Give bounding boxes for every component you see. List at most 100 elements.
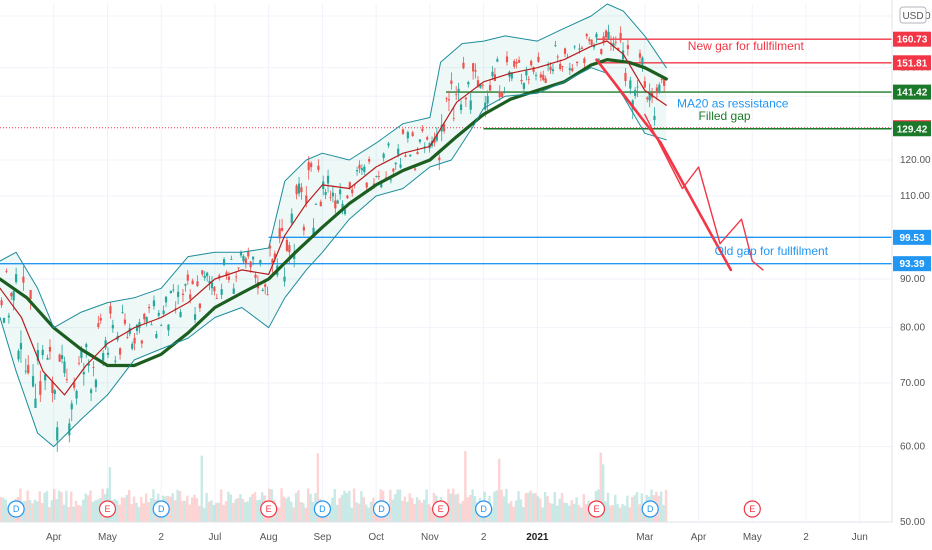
candle-body (348, 182, 351, 188)
candle-body (583, 58, 586, 64)
volume-bar (198, 505, 201, 522)
candle-body (5, 271, 8, 273)
candle-body (551, 69, 555, 72)
volume-bar (74, 500, 78, 522)
candle-body (80, 349, 83, 358)
candle-body (169, 290, 172, 294)
volume-bar (38, 491, 41, 522)
candle-body (503, 91, 506, 92)
volume-bar (618, 507, 622, 522)
candle-body (530, 60, 533, 66)
volume-bar (539, 498, 542, 522)
candle-body (445, 98, 448, 100)
price-label-box (893, 256, 931, 272)
candle-body (106, 352, 110, 355)
volume-bar (84, 493, 87, 522)
x-axis: Apr May 2 Jul Aug Sep Oct Nov 2 2021 Mar Apr May 2 Jun (46, 532, 868, 543)
volume-bar (169, 496, 172, 522)
volume-bar (137, 507, 141, 522)
candle-body (324, 191, 327, 195)
volume-bar (248, 496, 252, 522)
volume-bar (415, 497, 419, 522)
event-label: D (378, 504, 385, 514)
volume-bar (207, 501, 211, 522)
volume-bar (193, 494, 196, 522)
volume-bar (556, 505, 559, 522)
candle-body (341, 203, 344, 211)
candle-body (542, 74, 545, 81)
volume-bar (275, 507, 278, 522)
candle-body (268, 246, 272, 249)
candle-body (334, 200, 337, 209)
candle-body (39, 381, 42, 395)
candle-body (588, 39, 591, 41)
candle-body (317, 165, 320, 170)
volume-bar (459, 503, 462, 522)
volume-bar (599, 452, 602, 522)
x-tick-label: 2 (481, 532, 487, 543)
candle-body (102, 353, 105, 361)
candle-body (19, 343, 23, 350)
volume-bar (217, 502, 220, 522)
candle-body (638, 53, 642, 58)
volume-bar (621, 503, 624, 522)
candle-body (447, 99, 451, 101)
candle-body (457, 88, 460, 92)
price-label: 99.53 (899, 233, 924, 244)
volume-bar (285, 498, 288, 522)
candle-body (365, 182, 368, 188)
candle-body (590, 39, 593, 45)
candle-body (41, 349, 44, 356)
volume-bar (468, 494, 472, 522)
volume-bar (348, 490, 351, 522)
candle-body (302, 226, 305, 231)
candle-body (290, 213, 293, 224)
volume-bar (563, 502, 566, 522)
x-tick-label: Nov (421, 532, 439, 543)
candle-body (97, 323, 100, 327)
volume-bar (427, 504, 431, 522)
x-tick-label: Apr (46, 532, 62, 543)
candle-body (561, 66, 564, 68)
candle-body (305, 195, 308, 204)
candle-body (123, 319, 127, 324)
y-tick-label: 70.00 (900, 378, 925, 389)
volume-bar (173, 500, 177, 522)
volume-bar (244, 502, 247, 522)
candle-body (498, 91, 501, 98)
event-label: E (104, 504, 110, 514)
volume-bar (413, 504, 416, 522)
candle-body (310, 163, 313, 168)
volume-bar (517, 491, 520, 522)
volume-bar (449, 493, 453, 522)
volume-bar (512, 506, 515, 522)
volume-bar (430, 507, 433, 522)
volume-bar (130, 504, 133, 522)
volume-bar (423, 499, 426, 522)
volume-bar (623, 505, 627, 522)
candle-body (264, 284, 267, 287)
candle-body (65, 379, 68, 380)
volume-bar (454, 494, 457, 522)
event-marker (313, 500, 332, 518)
band-fill (0, 4, 667, 447)
volume-bar (401, 500, 404, 522)
volume-bar (352, 488, 356, 522)
volume-bar (43, 492, 46, 522)
event-marker (475, 500, 493, 518)
candle-body (215, 298, 218, 299)
bollinger-band (0, 4, 667, 447)
candle-body (406, 132, 409, 139)
volume-bar (33, 499, 37, 522)
volume-bar (333, 489, 336, 522)
y-tick-label: 80.00 (900, 323, 925, 334)
candle-body (626, 45, 629, 49)
volume-bar (292, 507, 295, 522)
candle-body (89, 389, 93, 394)
candle-body (143, 313, 146, 320)
volume-bar (660, 491, 663, 522)
candle-body (218, 275, 221, 278)
volume-bar (205, 493, 208, 522)
